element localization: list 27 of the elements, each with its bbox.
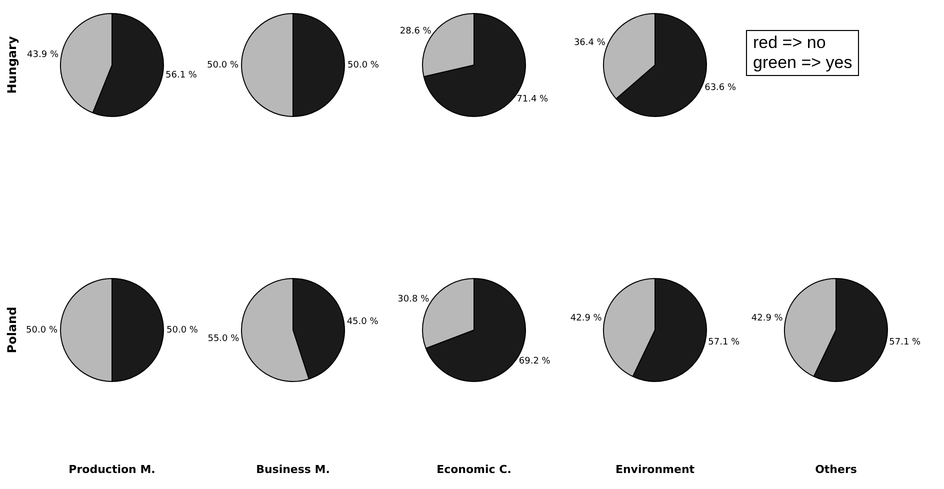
text: Economic C. (436, 463, 512, 476)
data-label: 36.4 % (574, 38, 606, 48)
data-label: 42.9 % (570, 313, 602, 324)
data-label: 42.9 % (751, 313, 784, 324)
data-label: 71.4 % (516, 94, 549, 104)
data-label: 63.6 % (704, 82, 736, 93)
data-label: 50.0 % (348, 60, 380, 70)
data-label: 43.9 % (27, 50, 59, 60)
text: Hungary (5, 36, 19, 94)
text: green => yes (753, 53, 852, 73)
data-label: 30.8 % (398, 294, 430, 304)
data-label: 57.1 % (708, 337, 740, 348)
text: Poland (5, 306, 19, 354)
data-label: 55.0 % (208, 334, 240, 344)
text: Business M. (255, 463, 331, 476)
data-label: 28.6 % (400, 26, 432, 36)
text: Production M. (68, 463, 156, 476)
data-label: 56.1 % (166, 70, 198, 81)
text: Others (814, 463, 858, 476)
data-label: 69.2 % (518, 356, 551, 366)
text: Environment (614, 463, 696, 476)
data-label: 45.0 % (346, 316, 379, 327)
data-label: 50.0 % (166, 325, 198, 336)
data-label: 57.1 % (889, 337, 922, 348)
data-label: 50.0 % (207, 60, 239, 70)
text: red => no (753, 33, 827, 53)
data-label: 50.0 % (26, 325, 58, 336)
